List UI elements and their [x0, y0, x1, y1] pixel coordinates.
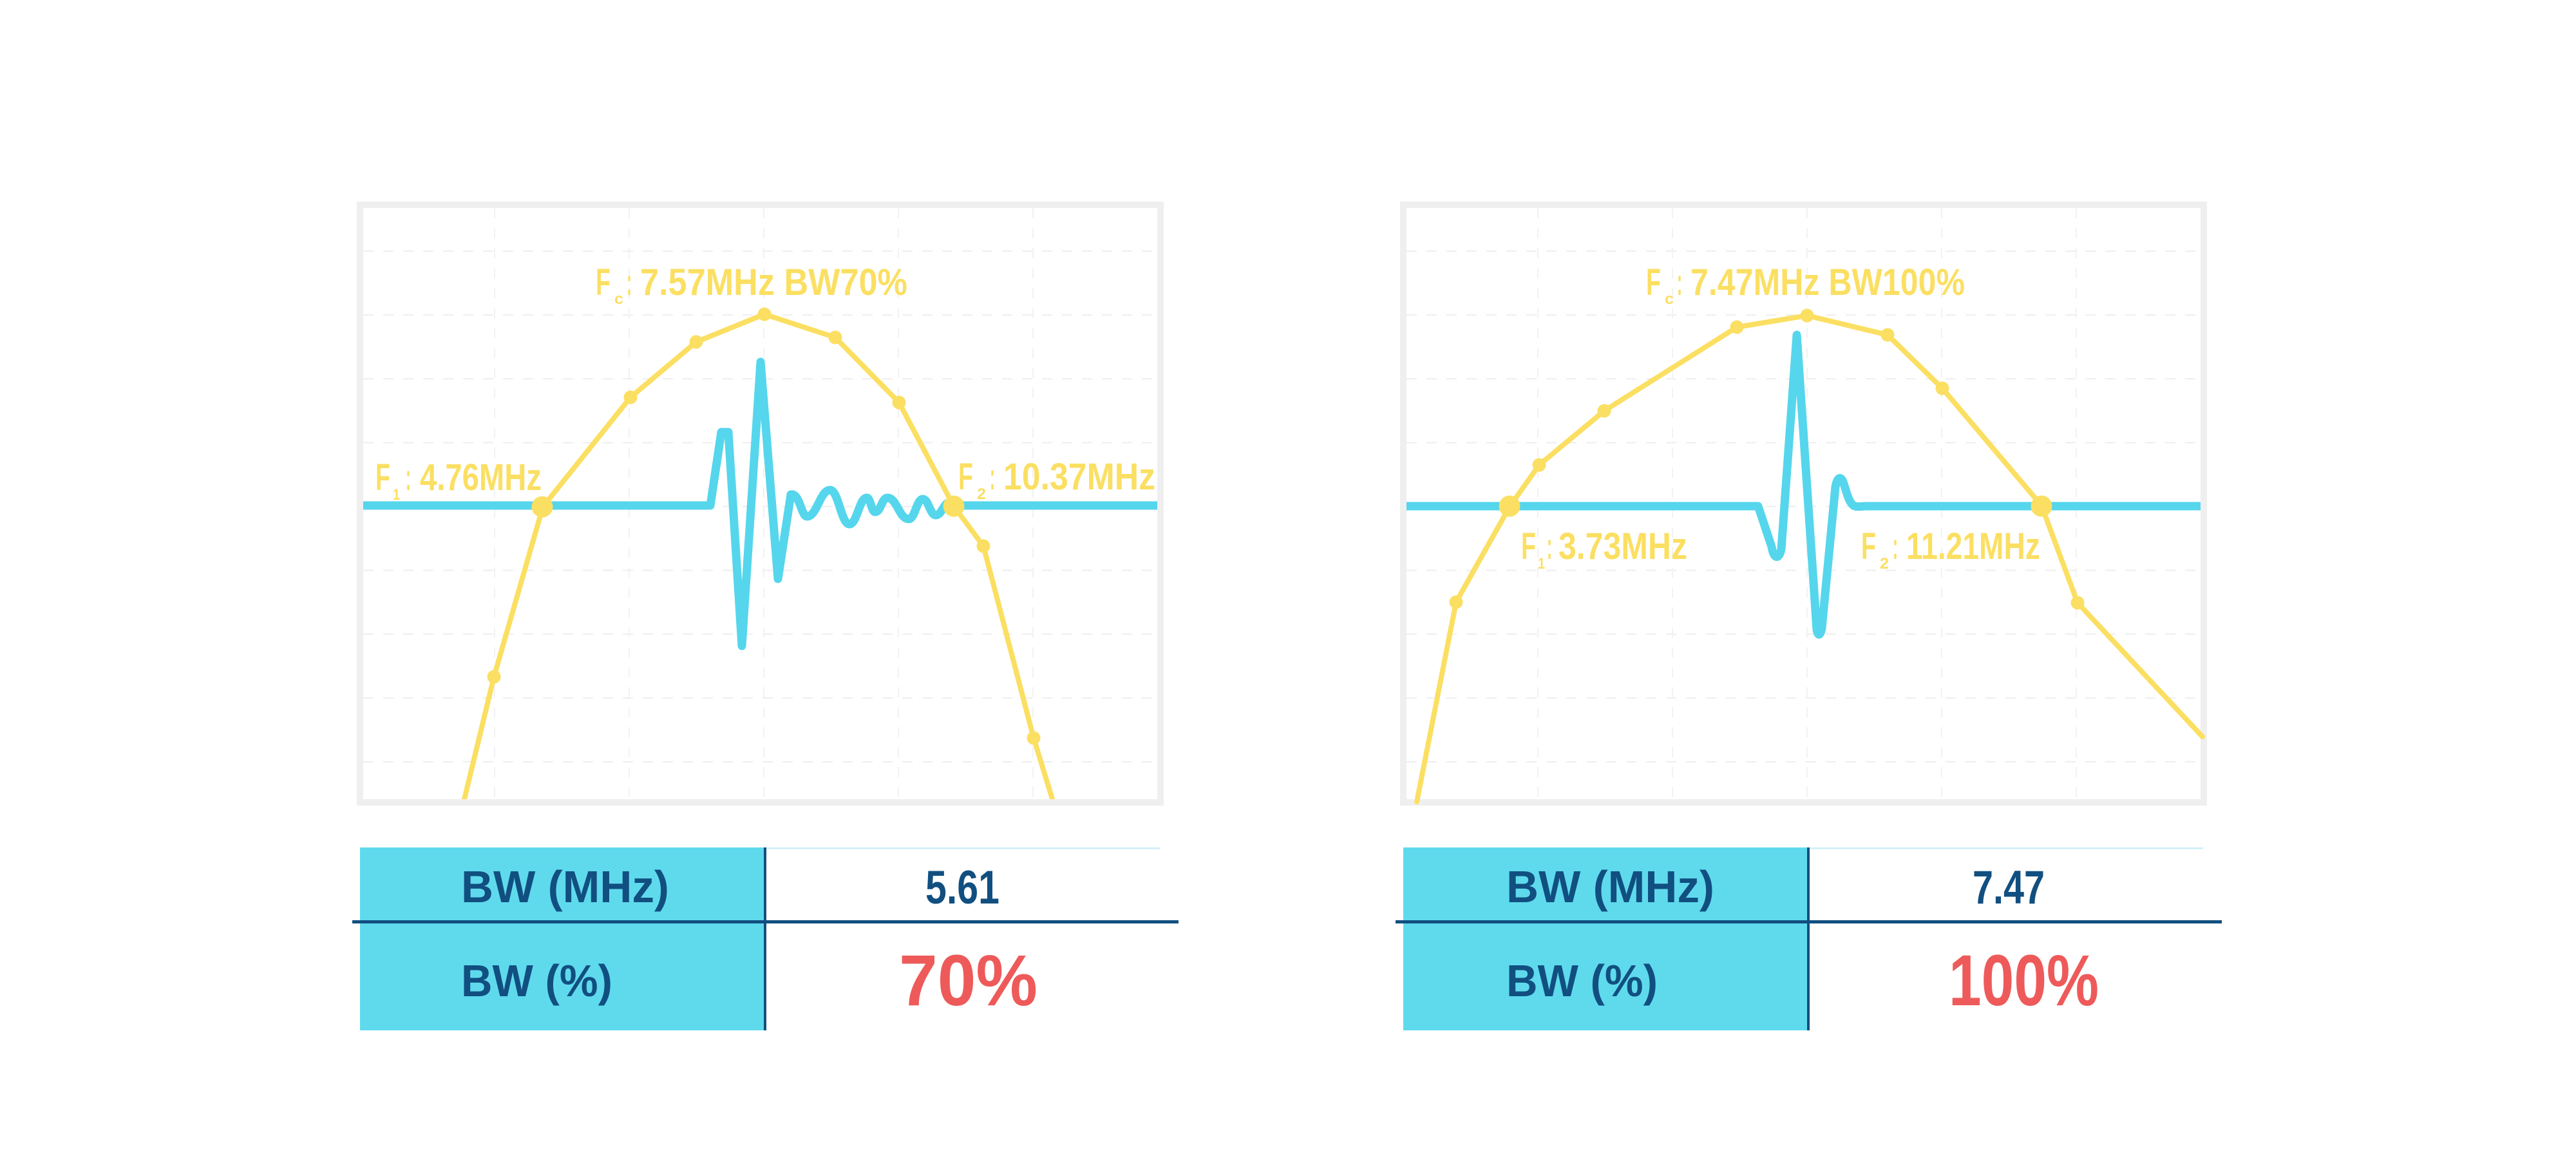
svg-text:F: F: [596, 261, 611, 303]
svg-text:2: 2: [977, 486, 986, 503]
svg-text::: :: [1547, 525, 1552, 567]
svg-text:11.21MHz: 11.21MHz: [1906, 525, 2040, 567]
svg-text:F: F: [1521, 525, 1536, 567]
svg-text:70%: 70%: [899, 940, 1037, 1021]
svg-text::: :: [1893, 525, 1898, 567]
svg-text:BW (MHz): BW (MHz): [1506, 862, 1714, 912]
svg-text:4.76MHz: 4.76MHz: [420, 457, 542, 498]
svg-text:7.47MHz BW100%: 7.47MHz BW100%: [1690, 261, 1965, 303]
svg-text::: :: [1677, 261, 1682, 303]
svg-text:1: 1: [1538, 555, 1545, 572]
svg-text:1: 1: [393, 486, 400, 504]
svg-text:100%: 100%: [1949, 940, 2099, 1021]
svg-text:BW (%): BW (%): [1506, 956, 1658, 1006]
svg-text:c: c: [614, 290, 623, 308]
svg-text:F: F: [375, 457, 390, 498]
svg-text:5.61: 5.61: [925, 862, 999, 914]
svg-text::: :: [406, 457, 411, 498]
svg-text:7.47: 7.47: [1973, 862, 2045, 914]
svg-text:10.37MHz: 10.37MHz: [1003, 456, 1155, 498]
svg-text:3.73MHz: 3.73MHz: [1558, 525, 1687, 567]
svg-text:c: c: [1665, 290, 1674, 308]
svg-text:BW (%): BW (%): [461, 956, 612, 1006]
svg-text:F: F: [1861, 525, 1876, 567]
svg-text::: :: [627, 261, 632, 303]
svg-text:F: F: [1646, 261, 1661, 303]
svg-text:7.57MHz BW70%: 7.57MHz BW70%: [640, 261, 907, 303]
svg-text:BW (MHz): BW (MHz): [461, 862, 669, 912]
svg-text:F: F: [958, 456, 973, 498]
svg-text:2: 2: [1880, 555, 1889, 572]
svg-text::: :: [990, 456, 995, 498]
